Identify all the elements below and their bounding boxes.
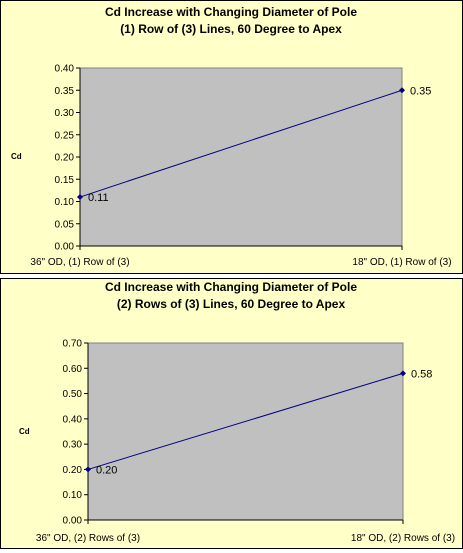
- y-tick-label: 0.00: [63, 516, 83, 527]
- series-line: [79, 89, 403, 198]
- y-tick-label: 0.25: [55, 130, 75, 141]
- data-label: 0.58: [411, 368, 432, 380]
- y-tick-label: 0.20: [63, 465, 83, 476]
- y-tick-label: 0.40: [63, 414, 83, 425]
- x-tick-label: 36" OD, (2) Rows of (3): [36, 533, 140, 544]
- y-tick-label: 0.40: [55, 64, 75, 75]
- y-tick-label: 0.05: [55, 219, 75, 230]
- y-tick-label: 0.00: [55, 242, 75, 253]
- plot-background: [79, 67, 403, 247]
- y-tick-label: 0.30: [55, 108, 75, 119]
- y-tick-label: 0.30: [63, 440, 83, 451]
- y-tick-label: 0.60: [63, 364, 83, 375]
- y-tick-label: 0.70: [63, 339, 83, 350]
- y-tick-label: 0.35: [55, 86, 75, 97]
- y-tick-label: 0.10: [63, 490, 83, 501]
- chart-subtitle: (1) Row of (3) Lines, 60 Degree to Apex: [120, 22, 342, 36]
- data-label: 0.35: [410, 85, 431, 97]
- data-label: 0.20: [96, 464, 117, 476]
- data-point: [77, 194, 83, 201]
- data-label: 0.11: [88, 192, 109, 204]
- data-point: [399, 87, 405, 94]
- series-line: [87, 372, 404, 470]
- chart-panel-2: Cd Increase with Changing Diameter of Po…: [0, 278, 463, 549]
- y-tick-label: 0.15: [55, 175, 75, 186]
- data-point: [85, 466, 91, 473]
- x-tick-label: 36" OD, (1) Row of (3): [30, 257, 129, 268]
- x-tick-label: 18" OD, (1) Row of (3): [352, 257, 451, 268]
- chart-title: Cd Increase with Changing Diameter of Po…: [105, 5, 357, 19]
- plot-background: [87, 342, 404, 521]
- data-point: [400, 370, 406, 377]
- y-axis-label: Cd: [11, 152, 22, 161]
- plot-area-2: 0.00 0.10 0.20 0.30 0.40 0.50 0.60 0.70 36" OD, …: [36, 339, 455, 545]
- chart-title: Cd Increase with Changing Diameter of Po…: [105, 280, 357, 294]
- chart-subtitle: (2) Rows of (3) Lines, 60 Degree to Apex: [117, 297, 346, 311]
- plot-area-1: 0.00 0.05 0.10 0.15 0.20 0.25 0.30 0.35 0.40 36" …: [30, 64, 451, 269]
- x-tick-label: 18" OD, (2) Rows of (3): [351, 533, 455, 544]
- chart-1: Cd Increase with Changing Diameter of Po…: [11, 5, 452, 269]
- y-axis-label: Cd: [19, 427, 30, 436]
- y-tick-label: 0.10: [55, 197, 75, 208]
- chart-2: Cd Increase with Changing Diameter of Po…: [19, 280, 455, 545]
- chart-panel-1: Cd Increase with Changing Diameter of Po…: [0, 0, 463, 274]
- y-tick-label: 0.50: [63, 389, 83, 400]
- y-tick-label: 0.20: [55, 153, 75, 164]
